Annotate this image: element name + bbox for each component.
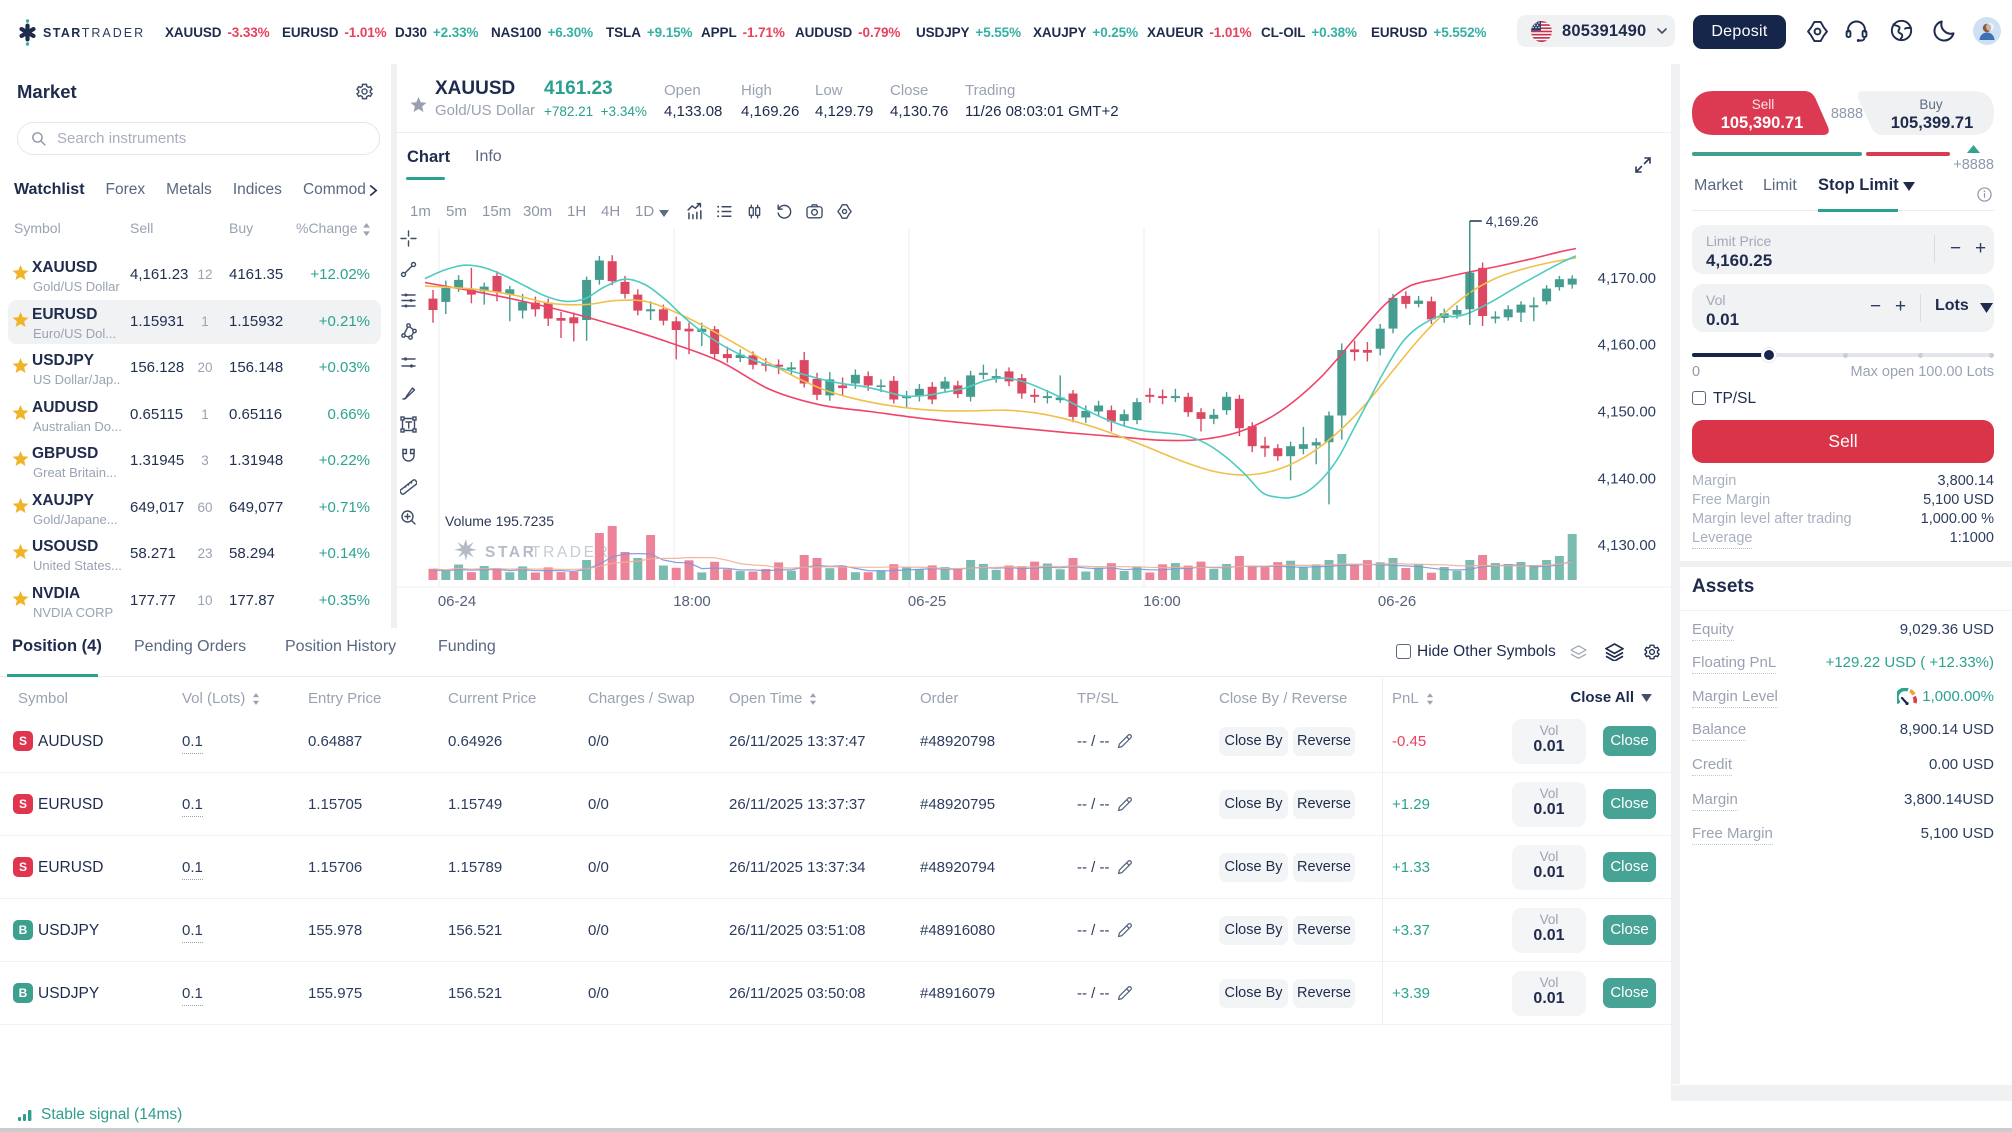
svg-text:4,140.00: 4,140.00 [1598, 470, 1656, 487]
svg-text:STAR: STAR [485, 544, 536, 561]
svg-text:06-26: 06-26 [1378, 593, 1416, 610]
svg-text:4,169.26: 4,169.26 [1486, 214, 1539, 229]
svg-text:8888: 8888 [1831, 106, 1863, 122]
svg-text:06-24: 06-24 [438, 593, 476, 610]
svg-text:Buy: Buy [1919, 97, 1943, 112]
svg-text:18:00: 18:00 [673, 593, 711, 610]
svg-text:105,399.71: 105,399.71 [1891, 114, 1974, 132]
svg-text:Sell: Sell [1752, 97, 1775, 112]
svg-text:4,170.00: 4,170.00 [1598, 270, 1656, 287]
svg-text:Volume 195.7235: Volume 195.7235 [445, 513, 554, 529]
svg-text:4,150.00: 4,150.00 [1598, 404, 1656, 421]
svg-text:105,390.71: 105,390.71 [1721, 114, 1804, 132]
svg-text:4,130.00: 4,130.00 [1598, 537, 1656, 554]
svg-text:16:00: 16:00 [1143, 593, 1181, 610]
svg-text:4,160.00: 4,160.00 [1598, 337, 1656, 354]
svg-text:TRADER: TRADER [531, 544, 610, 561]
svg-text:06-25: 06-25 [908, 593, 946, 610]
